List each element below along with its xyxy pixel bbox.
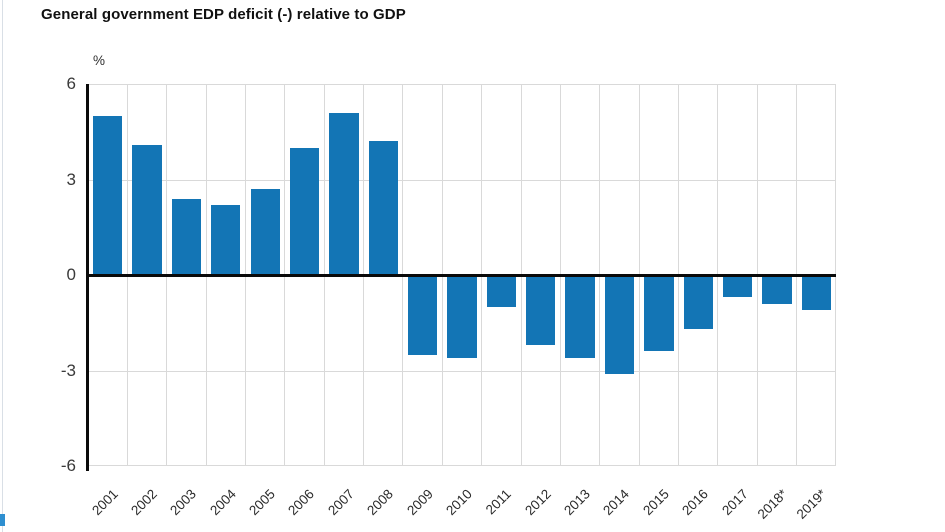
bar-2009 — [407, 275, 438, 355]
y-tick-label-0: 0 — [66, 265, 76, 285]
x-tick-label-2009: 2009 — [403, 486, 436, 519]
bar-2012 — [526, 275, 556, 345]
bar-2010 — [447, 275, 477, 358]
gridline-horizontal — [88, 370, 836, 372]
x-tick-label-2011: 2011 — [483, 486, 515, 518]
x-tick-label-2014: 2014 — [600, 486, 633, 519]
bar-2013 — [565, 275, 595, 358]
bar-2004 — [211, 205, 241, 275]
gridline-horizontal — [88, 465, 836, 466]
x-tick-label-2015: 2015 — [639, 486, 672, 519]
scrollbar-corner-artifact — [0, 514, 5, 526]
bar-2019* — [801, 275, 831, 310]
bar-2017 — [722, 275, 753, 298]
bar-2005 — [250, 189, 280, 275]
bar-2018* — [762, 275, 792, 304]
x-tick-label-2003: 2003 — [167, 486, 200, 519]
x-tick-label-2006: 2006 — [285, 486, 318, 519]
x-tick-label-2007: 2007 — [324, 486, 357, 519]
bar-2015 — [644, 275, 674, 352]
bar-2007 — [329, 112, 359, 275]
chart-title: General government EDP deficit (-) relat… — [41, 6, 406, 23]
bar-2002 — [132, 144, 162, 275]
bar-2001 — [93, 115, 123, 275]
x-tick-label-2005: 2005 — [246, 486, 279, 519]
y-tick-label-3: 3 — [66, 169, 76, 189]
left-edge-line — [2, 0, 3, 532]
y-tick-label-6: 6 — [66, 74, 76, 94]
y-tick-label--3: -3 — [60, 360, 76, 380]
x-tick-label-2013: 2013 — [561, 486, 594, 519]
bar-2006 — [289, 147, 320, 275]
x-tick-label-2004: 2004 — [206, 486, 239, 519]
bar-2016 — [683, 275, 713, 330]
bar-2008 — [368, 141, 398, 275]
x-tick-label-2016: 2016 — [679, 486, 712, 519]
x-tick-label-2017: 2017 — [718, 486, 751, 519]
x-tick-label-2001: 2001 — [88, 486, 121, 519]
y-axis-unit-label: % — [93, 53, 106, 68]
plot-area: % 6 3 0 -3 -6 2001 2002 2003 2004 2005 2006 2007 200… — [61, 53, 836, 522]
x-tick-label-2019*: 2019* — [793, 486, 830, 522]
y-tick-label--6: -6 — [60, 456, 76, 476]
x-tick-label-2018*: 2018* — [754, 486, 790, 522]
y-axis-line — [86, 84, 89, 471]
x-tick-label-2010: 2010 — [443, 486, 475, 519]
bar-2011 — [486, 275, 517, 307]
x-tick-label-2012: 2012 — [521, 486, 554, 519]
gridline-horizontal — [88, 84, 836, 85]
x-tick-label-2008: 2008 — [364, 486, 397, 519]
bar-2003 — [171, 198, 202, 275]
x-tick-label-2002: 2002 — [128, 486, 161, 519]
gridline-horizontal — [88, 179, 836, 181]
bar-2014 — [604, 275, 635, 374]
zero-baseline — [88, 273, 836, 277]
